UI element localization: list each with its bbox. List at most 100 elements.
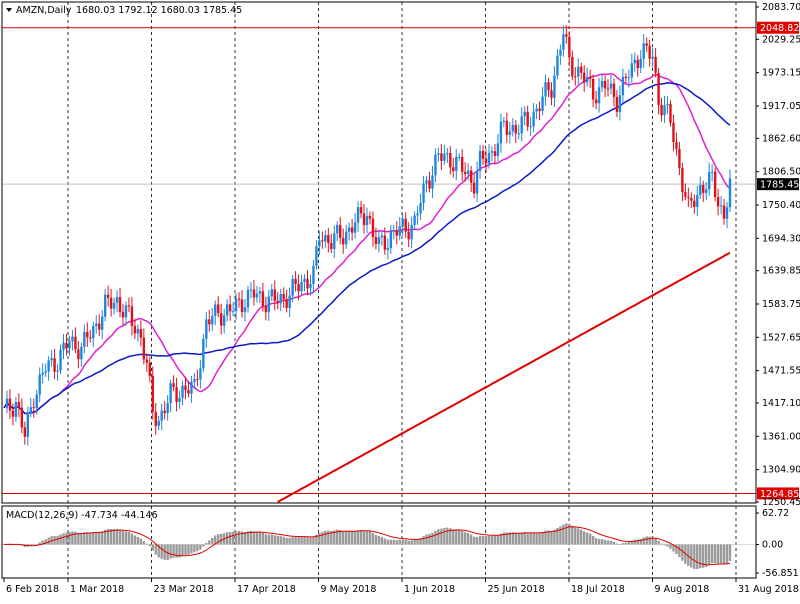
level-price-label: 2048.82 [760, 23, 799, 34]
macd-histogram-bar [368, 531, 372, 545]
macd-histogram-bar [273, 535, 276, 545]
macd-histogram-bar [449, 528, 452, 545]
macd-histogram-bar [118, 529, 122, 545]
candle-body [562, 34, 565, 50]
macd-histogram-bar [318, 532, 321, 545]
ohlc-label: 1680.03 1792.12 1680.03 1785.45 [76, 5, 242, 16]
level-price-tag [757, 487, 799, 500]
candle-body [529, 126, 532, 128]
candle-body [303, 278, 306, 282]
candle-body [663, 105, 666, 116]
macd-histogram-bar [559, 526, 562, 545]
macd-histogram-bar [469, 534, 473, 545]
candle-body [463, 171, 467, 175]
macd-histogram-bar [535, 532, 538, 545]
macd-histogram-bar [353, 531, 357, 545]
macd-histogram-bar [184, 544, 187, 556]
macd-histogram-bar [196, 544, 199, 552]
candle-body [425, 180, 428, 184]
macd-histogram-bar [359, 530, 363, 545]
macd-histogram-bar [526, 532, 529, 545]
candle-body [208, 319, 211, 325]
candle-body [92, 325, 95, 339]
macd-histogram-bar [86, 532, 89, 545]
candle-body [401, 218, 404, 227]
candle-body [693, 200, 696, 207]
candle-body [609, 83, 613, 89]
chart-menu-icon[interactable] [6, 8, 12, 12]
macd-histogram-bar [112, 529, 116, 545]
candle-body [481, 150, 485, 159]
candle-body [702, 185, 705, 193]
macd-histogram-bar [419, 538, 422, 545]
candle-body [202, 338, 205, 369]
macd-histogram-bar [193, 544, 196, 553]
candle-body [23, 427, 27, 437]
candle-body [288, 295, 291, 308]
candle-body [380, 235, 384, 238]
macd-histogram-bar [663, 544, 666, 546]
macd-histogram-bar [362, 530, 366, 545]
macd-histogram-bar [371, 533, 375, 545]
candle-body [371, 218, 375, 238]
candle-body [315, 246, 318, 266]
candle-body [591, 78, 595, 100]
candle-body [583, 72, 586, 83]
macd-histogram-bar [443, 527, 446, 545]
candle-body [261, 291, 265, 307]
candle-body [505, 120, 509, 135]
candle-body [267, 296, 271, 313]
candle-body [532, 111, 535, 127]
level-price-label: 1264.85 [760, 489, 799, 500]
candle-body [258, 291, 262, 294]
macd-histogram-bar [401, 539, 404, 545]
price-tick-label: 2083.70 [762, 2, 800, 13]
macd-histogram-bar [103, 529, 107, 545]
macd-histogram-bar [410, 540, 413, 545]
candle-body [333, 233, 336, 249]
macd-histogram-bar [690, 544, 693, 568]
candles [5, 25, 732, 446]
candle-body [35, 394, 38, 409]
macd-histogram-bar [562, 524, 565, 545]
candle-body [71, 336, 74, 342]
macd-histogram-bar [294, 536, 297, 545]
macd-histogram-bar [181, 544, 184, 557]
macd-histogram-bar [455, 529, 458, 545]
time-tick-label: 25 Jun 2018 [488, 584, 545, 595]
candle-body [719, 205, 723, 207]
macd-histogram-bar [225, 532, 229, 545]
candle-body [547, 82, 550, 91]
candle-body [517, 133, 520, 135]
price-tick-label: 1304.90 [762, 465, 800, 476]
macd-histogram-bar [458, 529, 461, 545]
macd-histogram-bar [627, 542, 631, 545]
candle-body [145, 359, 149, 363]
macd-histogram-bar [339, 529, 342, 545]
macd-histogram-bar [553, 529, 556, 545]
macd-histogram-bar [157, 544, 160, 558]
candle-body [469, 170, 473, 183]
candle-body [65, 342, 68, 349]
candle-body [353, 222, 357, 233]
macd-histogram-bar [472, 536, 476, 545]
macd-histogram-bar [246, 531, 250, 545]
macd-histogram-bar [151, 544, 154, 551]
candle-body [279, 294, 282, 304]
macd-histogram-bar [279, 536, 282, 545]
ma-slow-line [277, 251, 731, 503]
macd-histogram-bar [624, 542, 628, 545]
candle-body [437, 153, 440, 155]
candle-body [26, 412, 30, 437]
macd-histogram-bar [693, 544, 696, 569]
macd-histogram-bar [136, 536, 140, 545]
candle-body [443, 153, 446, 161]
candle-body [398, 226, 401, 236]
current-price-tag [757, 178, 799, 191]
candle-body [100, 316, 104, 330]
macd-histogram-bar [166, 544, 169, 560]
macd-histogram-bar [350, 531, 354, 545]
candle-body [725, 207, 729, 219]
candle-body [151, 375, 154, 412]
